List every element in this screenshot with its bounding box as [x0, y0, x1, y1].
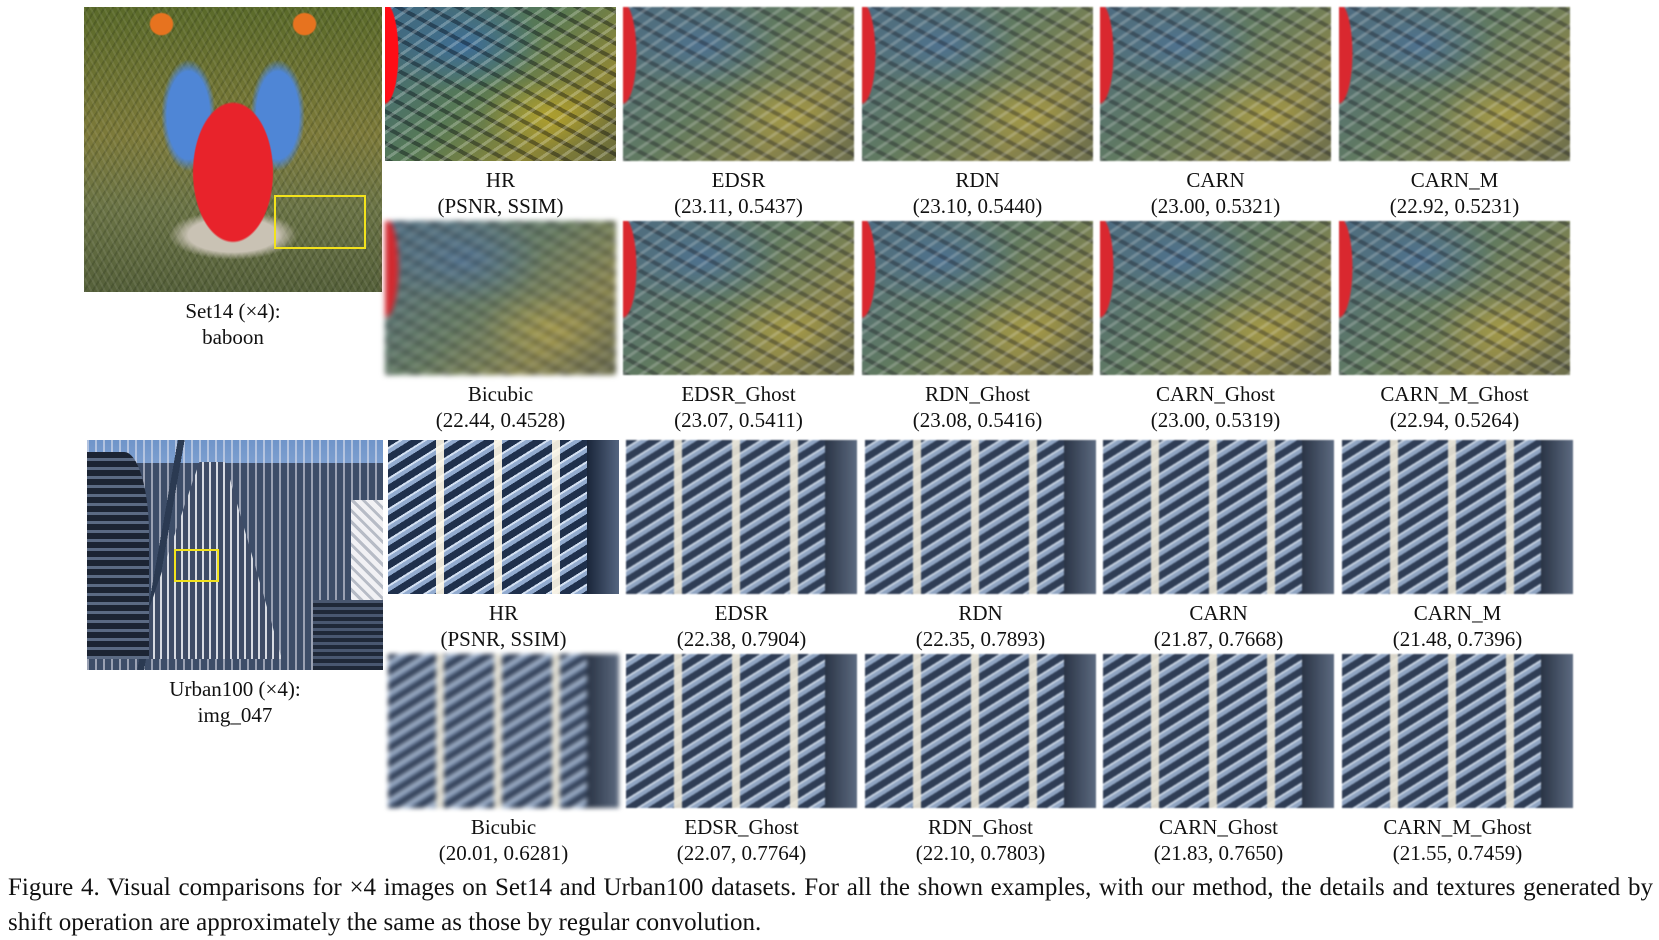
- urban-label-carn: CARN (21.87, 0.7668): [1103, 600, 1334, 652]
- urban-crop-carn: [1103, 440, 1334, 594]
- method-metrics: (23.10, 0.5440): [912, 194, 1043, 218]
- baboon-crop-rdn-ghost: [862, 221, 1093, 375]
- method-name: CARN_M_Ghost: [1383, 815, 1532, 839]
- urban-label-rdn-ghost: RDN_Ghost (22.10, 0.7803): [865, 814, 1096, 866]
- method-metrics: (PSNR, SSIM): [437, 194, 564, 218]
- method-name: CARN_M_Ghost: [1380, 382, 1529, 406]
- baboon-label-carn-ghost: CARN_Ghost (23.00, 0.5319): [1100, 381, 1331, 433]
- method-name: CARN_M: [1413, 601, 1502, 625]
- urban-highlight-box: [174, 549, 219, 582]
- baboon-label-edsr: EDSR (23.11, 0.5437): [623, 167, 854, 219]
- baboon-label-carn-m-ghost: CARN_M_Ghost (22.94, 0.5264): [1339, 381, 1570, 433]
- dark-building-shape: [313, 600, 383, 670]
- method-name: Bicubic: [467, 382, 534, 406]
- method-metrics: (22.07, 0.7764): [676, 841, 807, 865]
- baboon-label-carn-m: CARN_M (22.92, 0.5231): [1339, 167, 1570, 219]
- baboon-overview-image: [84, 7, 382, 292]
- baboon-crop-carn: [1100, 7, 1331, 161]
- method-metrics: (22.92, 0.5231): [1389, 194, 1520, 218]
- baboon-crop-edsr: [623, 7, 854, 161]
- urban-overview-image: [87, 440, 383, 670]
- baboon-dataset-label: Set14 (×4):: [185, 299, 281, 323]
- urban-label-carn-m-ghost: CARN_M_Ghost (21.55, 0.7459): [1342, 814, 1573, 866]
- baboon-label-rdn: RDN (23.10, 0.5440): [862, 167, 1093, 219]
- urban-label-edsr-ghost: EDSR_Ghost (22.07, 0.7764): [626, 814, 857, 866]
- urban-crop-rdn-ghost: [865, 654, 1096, 808]
- figure-caption: Figure 4. Visual comparisons for ×4 imag…: [8, 874, 1653, 936]
- baboon-overview-caption: Set14 (×4): baboon: [84, 298, 382, 350]
- method-metrics: (20.01, 0.6281): [438, 841, 569, 865]
- method-metrics: (22.35, 0.7893): [915, 627, 1046, 651]
- white-building-shape: [351, 500, 383, 610]
- method-metrics: (21.87, 0.7668): [1153, 627, 1284, 651]
- urban-crop-bicubic: [388, 654, 619, 808]
- urban-label-hr: HR (PSNR, SSIM): [388, 600, 619, 652]
- urban-crop-carn-ghost: [1103, 654, 1334, 808]
- baboon-label-bicubic: Bicubic (22.44, 0.4528): [385, 381, 616, 433]
- method-metrics: (23.00, 0.5321): [1150, 194, 1281, 218]
- method-name: RDN: [958, 601, 1003, 625]
- urban-crop-carn-m-ghost: [1342, 654, 1573, 808]
- urban-crop-rdn: [865, 440, 1096, 594]
- method-name: EDSR: [711, 168, 766, 192]
- baboon-image-name: baboon: [202, 325, 264, 349]
- method-metrics: (23.00, 0.5319): [1150, 408, 1281, 432]
- method-metrics: (22.38, 0.7904): [676, 627, 807, 651]
- baboon-label-hr: HR (PSNR, SSIM): [385, 167, 616, 219]
- baboon-crop-carn-m: [1339, 7, 1570, 161]
- baboon-crop-carn-m-ghost: [1339, 221, 1570, 375]
- baboon-crop-edsr-ghost: [623, 221, 854, 375]
- method-name: EDSR_Ghost: [684, 815, 799, 839]
- method-name: EDSR: [714, 601, 769, 625]
- method-name: CARN_Ghost: [1155, 382, 1276, 406]
- method-name: HR: [488, 601, 519, 625]
- urban-crop-hr: [388, 440, 619, 594]
- cylinder-building-shape: [87, 452, 149, 659]
- baboon-highlight-box: [274, 195, 366, 249]
- method-name: CARN_M: [1410, 168, 1499, 192]
- urban-label-bicubic: Bicubic (20.01, 0.6281): [388, 814, 619, 866]
- method-name: CARN: [1186, 168, 1245, 192]
- method-name: CARN_Ghost: [1158, 815, 1279, 839]
- urban-label-rdn: RDN (22.35, 0.7893): [865, 600, 1096, 652]
- baboon-crop-hr: [385, 7, 616, 161]
- urban-crop-edsr: [626, 440, 857, 594]
- method-name: RDN: [955, 168, 1000, 192]
- method-name: CARN: [1189, 601, 1248, 625]
- method-metrics: (22.10, 0.7803): [915, 841, 1046, 865]
- method-metrics: (PSNR, SSIM): [440, 627, 567, 651]
- baboon-crop-bicubic: [385, 221, 616, 375]
- method-name: Bicubic: [470, 815, 537, 839]
- urban-dataset-label: Urban100 (×4):: [169, 677, 301, 701]
- method-metrics: (22.44, 0.4528): [435, 408, 566, 432]
- urban-crop-carn-m: [1342, 440, 1573, 594]
- urban-crop-edsr-ghost: [626, 654, 857, 808]
- method-metrics: (23.07, 0.5411): [674, 408, 803, 432]
- baboon-label-rdn-ghost: RDN_Ghost (23.08, 0.5416): [862, 381, 1093, 433]
- urban-label-carn-m: CARN_M (21.48, 0.7396): [1342, 600, 1573, 652]
- baboon-crop-rdn: [862, 7, 1093, 161]
- method-metrics: (23.11, 0.5437): [674, 194, 803, 218]
- method-name: EDSR_Ghost: [681, 382, 796, 406]
- method-name: RDN_Ghost: [927, 815, 1033, 839]
- urban-label-carn-ghost: CARN_Ghost (21.83, 0.7650): [1103, 814, 1334, 866]
- method-name: HR: [485, 168, 516, 192]
- method-name: RDN_Ghost: [924, 382, 1030, 406]
- urban-overview-caption: Urban100 (×4): img_047: [87, 676, 383, 728]
- baboon-crop-carn-ghost: [1100, 221, 1331, 375]
- baboon-label-edsr-ghost: EDSR_Ghost (23.07, 0.5411): [623, 381, 854, 433]
- baboon-label-carn: CARN (23.00, 0.5321): [1100, 167, 1331, 219]
- urban-label-edsr: EDSR (22.38, 0.7904): [626, 600, 857, 652]
- method-metrics: (22.94, 0.5264): [1389, 408, 1520, 432]
- method-metrics: (21.48, 0.7396): [1392, 627, 1523, 651]
- method-metrics: (23.08, 0.5416): [912, 408, 1043, 432]
- urban-image-name: img_047: [197, 703, 273, 727]
- method-metrics: (21.83, 0.7650): [1153, 841, 1284, 865]
- method-metrics: (21.55, 0.7459): [1392, 841, 1523, 865]
